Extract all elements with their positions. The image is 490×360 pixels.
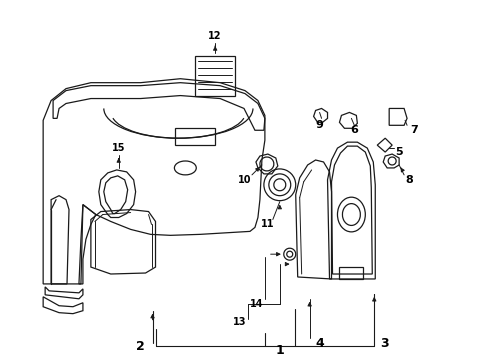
Text: 8: 8 [405, 175, 413, 185]
Text: 10: 10 [238, 175, 252, 185]
Text: 2: 2 [136, 340, 145, 353]
Text: 11: 11 [261, 220, 274, 229]
Text: 12: 12 [208, 31, 222, 41]
Text: 4: 4 [315, 337, 324, 350]
Text: 6: 6 [350, 125, 358, 135]
Text: 13: 13 [233, 316, 247, 327]
Text: 9: 9 [316, 120, 323, 130]
Text: 15: 15 [112, 143, 125, 153]
Text: 5: 5 [395, 147, 403, 157]
Text: 14: 14 [250, 299, 264, 309]
Text: 1: 1 [275, 344, 284, 357]
Text: 7: 7 [410, 125, 418, 135]
Text: 3: 3 [380, 337, 389, 350]
